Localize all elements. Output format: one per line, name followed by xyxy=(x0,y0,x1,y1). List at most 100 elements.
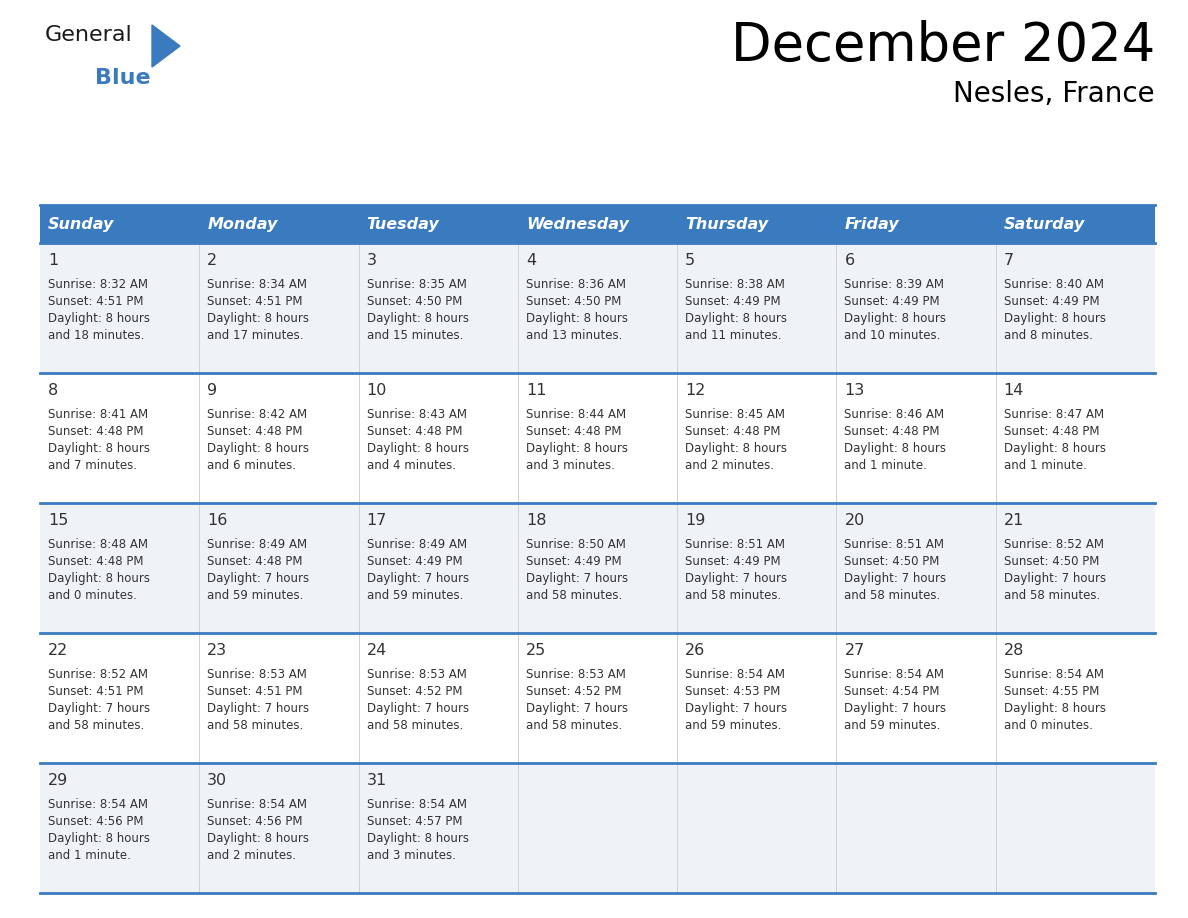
Text: and 59 minutes.: and 59 minutes. xyxy=(845,719,941,732)
Text: Sunrise: 8:46 AM: Sunrise: 8:46 AM xyxy=(845,408,944,421)
Text: Sunrise: 8:36 AM: Sunrise: 8:36 AM xyxy=(526,278,626,291)
Text: Sunrise: 8:53 AM: Sunrise: 8:53 AM xyxy=(207,668,308,681)
Bar xyxy=(836,763,996,893)
Text: Sunset: 4:51 PM: Sunset: 4:51 PM xyxy=(48,685,144,698)
Text: and 58 minutes.: and 58 minutes. xyxy=(685,589,782,602)
Text: 25: 25 xyxy=(526,643,546,658)
Text: and 3 minutes.: and 3 minutes. xyxy=(367,849,455,862)
Bar xyxy=(996,205,1155,243)
Bar xyxy=(40,243,200,373)
Text: Sunrise: 8:38 AM: Sunrise: 8:38 AM xyxy=(685,278,785,291)
Text: Sunset: 4:49 PM: Sunset: 4:49 PM xyxy=(845,295,940,308)
Text: Sunrise: 8:49 AM: Sunrise: 8:49 AM xyxy=(207,538,308,551)
Text: Sunset: 4:51 PM: Sunset: 4:51 PM xyxy=(207,295,303,308)
Bar xyxy=(996,243,1155,373)
Text: 20: 20 xyxy=(845,513,865,528)
Bar xyxy=(359,373,518,503)
Text: and 58 minutes.: and 58 minutes. xyxy=(526,719,623,732)
Text: Sunrise: 8:51 AM: Sunrise: 8:51 AM xyxy=(845,538,944,551)
Text: and 1 minute.: and 1 minute. xyxy=(1004,459,1087,472)
Text: Sunset: 4:48 PM: Sunset: 4:48 PM xyxy=(526,425,621,438)
Text: and 3 minutes.: and 3 minutes. xyxy=(526,459,614,472)
Text: Daylight: 7 hours: Daylight: 7 hours xyxy=(367,572,469,585)
Text: 18: 18 xyxy=(526,513,546,528)
Text: Wednesday: Wednesday xyxy=(526,217,628,231)
Text: Sunrise: 8:52 AM: Sunrise: 8:52 AM xyxy=(48,668,148,681)
Polygon shape xyxy=(152,25,181,67)
Text: 6: 6 xyxy=(845,253,854,268)
Text: and 58 minutes.: and 58 minutes. xyxy=(526,589,623,602)
Text: 24: 24 xyxy=(367,643,387,658)
Text: Sunrise: 8:45 AM: Sunrise: 8:45 AM xyxy=(685,408,785,421)
Bar xyxy=(836,633,996,763)
Text: Blue: Blue xyxy=(95,68,151,88)
Bar xyxy=(40,373,200,503)
Text: Tuesday: Tuesday xyxy=(367,217,440,231)
Bar xyxy=(359,243,518,373)
Bar xyxy=(200,205,359,243)
Text: 16: 16 xyxy=(207,513,228,528)
Text: Daylight: 8 hours: Daylight: 8 hours xyxy=(1004,702,1106,715)
Text: and 6 minutes.: and 6 minutes. xyxy=(207,459,296,472)
Text: and 1 minute.: and 1 minute. xyxy=(48,849,131,862)
Text: 4: 4 xyxy=(526,253,536,268)
Text: Sunset: 4:53 PM: Sunset: 4:53 PM xyxy=(685,685,781,698)
Bar xyxy=(677,243,836,373)
Bar xyxy=(677,503,836,633)
Text: Sunrise: 8:47 AM: Sunrise: 8:47 AM xyxy=(1004,408,1104,421)
Bar xyxy=(677,633,836,763)
Text: Sunset: 4:50 PM: Sunset: 4:50 PM xyxy=(1004,555,1099,568)
Text: Sunset: 4:52 PM: Sunset: 4:52 PM xyxy=(526,685,621,698)
Text: Daylight: 7 hours: Daylight: 7 hours xyxy=(367,702,469,715)
Bar xyxy=(40,763,200,893)
Text: Sunrise: 8:54 AM: Sunrise: 8:54 AM xyxy=(1004,668,1104,681)
Bar xyxy=(40,205,200,243)
Text: 10: 10 xyxy=(367,383,387,398)
Text: Sunset: 4:48 PM: Sunset: 4:48 PM xyxy=(48,425,144,438)
Text: Sunrise: 8:54 AM: Sunrise: 8:54 AM xyxy=(207,798,308,811)
Text: Daylight: 8 hours: Daylight: 8 hours xyxy=(845,312,947,325)
Bar xyxy=(518,373,677,503)
Bar xyxy=(518,633,677,763)
Text: Sunset: 4:48 PM: Sunset: 4:48 PM xyxy=(207,555,303,568)
Text: Friday: Friday xyxy=(845,217,899,231)
Text: Daylight: 8 hours: Daylight: 8 hours xyxy=(367,442,468,455)
Text: 30: 30 xyxy=(207,773,227,788)
Text: 17: 17 xyxy=(367,513,387,528)
Text: Sunset: 4:56 PM: Sunset: 4:56 PM xyxy=(207,815,303,828)
Bar xyxy=(359,503,518,633)
Text: and 58 minutes.: and 58 minutes. xyxy=(1004,589,1100,602)
Text: and 13 minutes.: and 13 minutes. xyxy=(526,329,623,342)
Text: Daylight: 8 hours: Daylight: 8 hours xyxy=(526,442,627,455)
Text: Sunrise: 8:53 AM: Sunrise: 8:53 AM xyxy=(526,668,626,681)
Text: Sunset: 4:50 PM: Sunset: 4:50 PM xyxy=(367,295,462,308)
Text: 23: 23 xyxy=(207,643,227,658)
Text: 13: 13 xyxy=(845,383,865,398)
Text: Daylight: 8 hours: Daylight: 8 hours xyxy=(1004,312,1106,325)
Text: Sunrise: 8:34 AM: Sunrise: 8:34 AM xyxy=(207,278,308,291)
Text: 31: 31 xyxy=(367,773,387,788)
Text: Sunset: 4:51 PM: Sunset: 4:51 PM xyxy=(207,685,303,698)
Text: and 7 minutes.: and 7 minutes. xyxy=(48,459,137,472)
Text: Daylight: 7 hours: Daylight: 7 hours xyxy=(1004,572,1106,585)
Text: Sunrise: 8:52 AM: Sunrise: 8:52 AM xyxy=(1004,538,1104,551)
Bar xyxy=(518,503,677,633)
Text: Daylight: 8 hours: Daylight: 8 hours xyxy=(207,832,309,845)
Text: 3: 3 xyxy=(367,253,377,268)
Text: and 58 minutes.: and 58 minutes. xyxy=(48,719,144,732)
Text: Sunset: 4:48 PM: Sunset: 4:48 PM xyxy=(1004,425,1099,438)
Text: Sunrise: 8:54 AM: Sunrise: 8:54 AM xyxy=(685,668,785,681)
Text: Sunrise: 8:54 AM: Sunrise: 8:54 AM xyxy=(845,668,944,681)
Text: and 59 minutes.: and 59 minutes. xyxy=(367,589,463,602)
Text: Daylight: 7 hours: Daylight: 7 hours xyxy=(845,572,947,585)
Text: Sunrise: 8:48 AM: Sunrise: 8:48 AM xyxy=(48,538,148,551)
Text: Daylight: 8 hours: Daylight: 8 hours xyxy=(207,442,309,455)
Text: Daylight: 8 hours: Daylight: 8 hours xyxy=(207,312,309,325)
Text: Sunrise: 8:39 AM: Sunrise: 8:39 AM xyxy=(845,278,944,291)
Bar xyxy=(200,763,359,893)
Bar xyxy=(996,633,1155,763)
Bar xyxy=(200,633,359,763)
Text: Daylight: 7 hours: Daylight: 7 hours xyxy=(207,572,309,585)
Text: Sunrise: 8:42 AM: Sunrise: 8:42 AM xyxy=(207,408,308,421)
Text: 29: 29 xyxy=(48,773,68,788)
